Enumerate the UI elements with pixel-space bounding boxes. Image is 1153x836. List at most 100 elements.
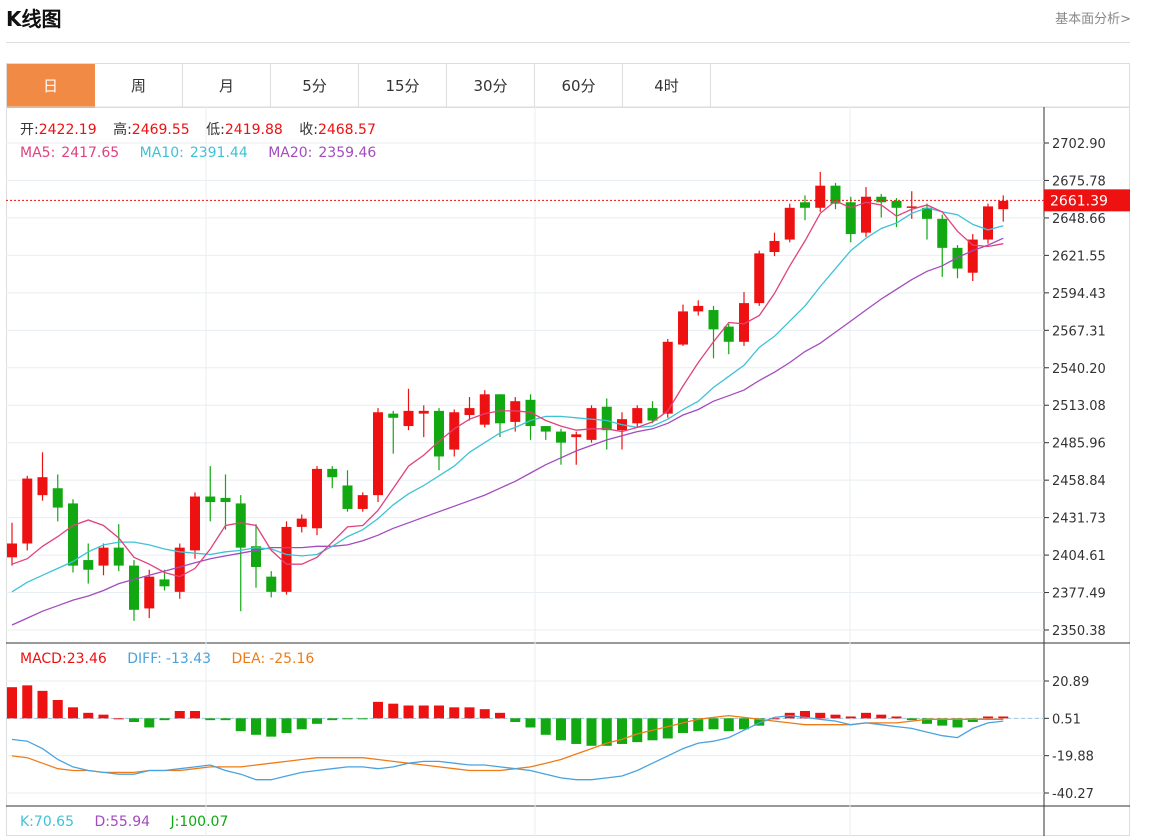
macd-bar [342,718,353,720]
macd-bar [159,718,170,721]
macd-bar [815,712,826,719]
macd-bar [937,718,948,726]
j-label: J: [170,814,180,830]
price-tick-label: 2458.84 [1052,474,1106,489]
macd-bar [998,716,1009,719]
candle-body [327,468,338,478]
candle-body [449,412,460,450]
ma20-line [11,237,1004,626]
macd-bar [266,718,277,737]
k-value: 70.65 [34,814,74,830]
candle-body [22,478,33,544]
k-label: K: [20,814,34,830]
fundamental-analysis-link[interactable]: 基本面分析> [1055,12,1131,27]
candle-body [266,576,277,592]
price-tick-label: 2675.78 [1052,174,1106,189]
macd-bar [190,710,200,719]
candle-body [52,488,63,508]
last-price-box [1044,189,1130,212]
candle-body [662,341,673,414]
high-label: 高: [113,121,132,138]
macd-bar [388,703,399,719]
dea-label: DEA: [231,651,265,667]
macd-bar [525,718,536,728]
macd-bar [144,718,155,728]
candle-body [129,565,139,610]
macd-bar [52,700,63,719]
close-label: 收: [299,122,318,138]
candle-body [205,496,216,503]
candle-body [357,495,368,509]
price-axis: 2702.90 2675.78 2648.66 2621.55 2594.43 2567.… [1044,137,1106,639]
macd-bar [296,718,307,730]
price-tick-label: 2540.20 [1052,362,1106,377]
ma5-value: 2417.65 [61,145,119,161]
candle-body [296,518,307,527]
candle-body [861,196,871,233]
macd-bar [617,718,627,744]
diff-label: DIFF: [127,651,162,667]
macd-bar [174,710,185,719]
macd-bar [571,718,582,744]
macd-bar [113,718,124,720]
candle-body [556,431,566,443]
macd-axis: 20.89 0.51 -19.88 -40.27 [1044,675,1094,802]
macd-bar [434,705,444,719]
macd-bar [601,718,612,746]
low-label: 低: [206,122,225,138]
candle-body [495,394,505,424]
macd-bar [922,718,932,724]
price-tick-label: 2621.55 [1052,249,1106,264]
d-value: 55.94 [110,814,150,830]
price-tick-label: 2702.90 [1052,137,1106,152]
ma20-value: 2359.46 [318,145,376,161]
price-tick-label: 2377.49 [1052,587,1106,602]
macd-bar [556,718,566,741]
macd-bar [464,707,475,719]
candle-body [190,496,200,551]
macd-bar [129,718,139,722]
macd-bar [357,718,368,720]
candle-body [479,394,490,425]
j-value: 100.07 [179,814,228,830]
ma-info-line: MA5: 2417.65 MA10: 2391.44 MA20: 2359.46 [20,145,376,161]
info-line: 开:2422.19 高:2469.55 低:2419.88 收:2468.57 [20,121,376,138]
candle-body [830,185,841,204]
candle-body [144,576,155,609]
dea-value: -25.16 [269,651,314,667]
dea-line [11,714,1004,774]
macd-bar [403,705,414,719]
candle-body [281,526,292,592]
candle-body [388,413,399,418]
macd-bar [769,718,780,720]
candle-body [769,240,780,252]
macd-bar [281,718,292,733]
candle-body [723,326,734,342]
candle-body [7,543,17,558]
candle-body [174,547,185,592]
macd-bar [449,707,460,719]
macd-bar [891,716,902,719]
candle-body [647,408,658,421]
macd-tick-label: -19.88 [1052,750,1094,765]
macd-bar [586,718,597,746]
candle-body [891,200,902,208]
price-tick-label: 2485.96 [1052,437,1106,452]
price-tick-label: 2431.73 [1052,512,1106,527]
macd-bar [830,714,841,719]
macd-bar [205,718,216,721]
price-tick-label: 2567.31 [1052,324,1106,339]
candle-body [937,218,948,248]
candle-body [876,196,887,203]
candle-body [235,503,246,548]
ma10-label: MA10: [140,145,184,161]
last-price-tag: 2661.39 [6,189,1130,212]
macd-bar [861,712,871,719]
macd-bar [373,701,383,719]
macd-bar [418,705,429,719]
macd-bar [510,718,521,722]
candle-body [800,202,810,208]
price-tick-label: 2513.08 [1052,399,1106,414]
ma5-line [11,200,1004,578]
